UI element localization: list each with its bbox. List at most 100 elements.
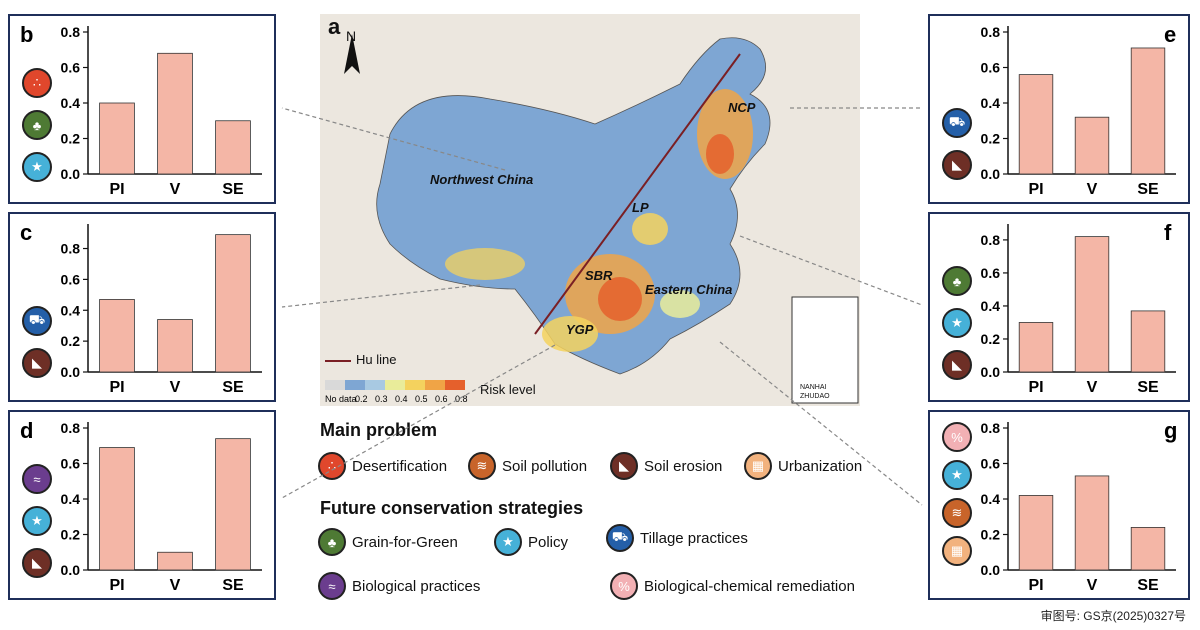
- north-label: N: [346, 28, 357, 44]
- bar-SE: [215, 234, 251, 373]
- panel-b: 0.0 0.2 0.4 0.6 0.8 PI V SE b ∴ ♣ ★: [8, 14, 276, 204]
- policy-icon: ★: [22, 152, 52, 182]
- y-tick-label: 0.4: [981, 298, 1001, 314]
- region-label-eastern: Eastern China: [645, 282, 733, 297]
- bar-SE: [1130, 310, 1166, 373]
- x-tick-label: V: [170, 577, 181, 594]
- tillage-icon: ⛟: [606, 524, 634, 552]
- bar-PI: [1018, 495, 1054, 571]
- bar-chart-c: 0.0 0.2 0.4 0.6 0.8 PI V SE c: [20, 220, 262, 396]
- panel-f: 0.0 0.2 0.4 0.6 0.8 PI V SE f ♣ ★ ◣: [928, 212, 1190, 402]
- region-label-lp: LP: [632, 200, 649, 215]
- risk-map: No data 0.2 0.3 0.4 0.5 0.6 0.8 a N Northwest …: [320, 14, 860, 406]
- x-tick-label: PI: [1028, 577, 1043, 594]
- policy-icon: ★: [942, 460, 972, 490]
- x-tick-label: PI: [109, 181, 124, 198]
- bar-PI: [1018, 322, 1054, 373]
- y-tick-label: 0.0: [981, 562, 1001, 578]
- y-tick-label: 0.0: [61, 562, 81, 578]
- y-tick-label: 0.6: [981, 456, 1001, 472]
- y-tick-label: 0.4: [61, 491, 81, 507]
- approval-number: 审图号: GS京(2025)0327号: [1040, 609, 1186, 623]
- y-tick-label: 0.0: [61, 166, 81, 182]
- legend-soil-pollution-label: Soil pollution: [502, 457, 588, 475]
- legend-soil-pollution: ≋ Soil pollution: [468, 452, 587, 480]
- legend-tillage-label: Tillage practices: [640, 529, 748, 547]
- desertification-icon: ∴: [22, 68, 52, 98]
- bar-PI: [99, 299, 135, 373]
- y-tick-label: 0.4: [981, 95, 1001, 111]
- panel-label-f: f: [1164, 220, 1172, 245]
- y-tick-label: 0.8: [981, 232, 1001, 248]
- scale-swatch: [385, 380, 405, 390]
- x-tick-label: PI: [109, 379, 124, 396]
- bar-chart-f: 0.0 0.2 0.4 0.6 0.8 PI V SE f: [981, 220, 1176, 396]
- panel-e: 0.0 0.2 0.4 0.6 0.8 PI V SE e ⛟ ◣: [928, 14, 1190, 204]
- panel-label-c: c: [20, 220, 32, 245]
- scale-tick-label: 0.4: [395, 394, 408, 404]
- strategies-title: Future conservation strategies: [320, 498, 584, 518]
- region-label-sbr: SBR: [585, 268, 613, 283]
- scale-swatch: [445, 380, 465, 390]
- legend-policy: ★ Policy: [494, 528, 568, 556]
- hu-line-legend-swatch: [325, 360, 351, 362]
- legend-urbanization-label: Urbanization: [778, 457, 863, 475]
- y-tick-label: 0.6: [981, 265, 1001, 281]
- tillage-icon: ⛟: [942, 108, 972, 138]
- panel-c: 0.0 0.2 0.4 0.6 0.8 PI V SE c ⛟ ◣: [8, 212, 276, 402]
- legend-biological-label: Biological practices: [352, 577, 481, 595]
- policy-icon: ★: [494, 528, 522, 556]
- region-label-ncp: NCP: [728, 100, 756, 115]
- legend-soil-erosion: ◣ Soil erosion: [610, 452, 722, 480]
- legend-policy-label: Policy: [528, 533, 569, 551]
- bar-V: [1074, 475, 1110, 571]
- panel-label-e: e: [1164, 22, 1176, 47]
- scale-tick-label: 0.8: [455, 394, 468, 404]
- y-tick-label: 0.2: [981, 131, 1001, 147]
- x-tick-label: PI: [1028, 379, 1043, 396]
- map-panel-label: a: [328, 14, 341, 39]
- legend-desertification: ∴ Desertification: [318, 452, 447, 480]
- scale-swatch: [425, 380, 445, 390]
- bar-V: [1074, 116, 1110, 175]
- y-tick-label: 0.2: [61, 131, 81, 147]
- legend-urbanization: ▦ Urbanization: [744, 452, 862, 480]
- y-tick-label: 0.2: [61, 333, 81, 349]
- x-tick-label: V: [1087, 577, 1098, 594]
- legend-bio-chem: % Biological-chemical remediation: [610, 572, 855, 600]
- soil-pollution-icon: ≋: [468, 452, 496, 480]
- y-tick-label: 0.8: [61, 24, 81, 40]
- panel-label-g: g: [1164, 418, 1177, 443]
- panel-label-b: b: [20, 22, 33, 47]
- x-tick-label: SE: [1137, 379, 1159, 396]
- tibet-hotspot: [445, 248, 525, 280]
- bar-PI: [99, 102, 135, 175]
- grain-for-green-icon: ♣: [318, 528, 346, 556]
- bar-V: [157, 52, 193, 175]
- urbanization-icon: ▦: [942, 536, 972, 566]
- x-tick-label: V: [1087, 181, 1098, 198]
- bio-chem-icon: %: [942, 422, 972, 452]
- bar-chart-b: 0.0 0.2 0.4 0.6 0.8 PI V SE b: [20, 22, 262, 198]
- x-tick-label: SE: [222, 379, 244, 396]
- legend-desertification-label: Desertification: [352, 457, 448, 475]
- main-problem-title: Main problem: [320, 420, 438, 440]
- y-tick-label: 0.6: [981, 60, 1001, 76]
- biological-icon: ≈: [22, 464, 52, 494]
- bar-PI: [99, 447, 135, 571]
- x-tick-label: PI: [109, 577, 124, 594]
- soil-pollution-icon: ≋: [942, 498, 972, 528]
- y-tick-label: 0.8: [61, 241, 81, 257]
- lp-hotspot: [632, 213, 668, 245]
- policy-icon: ★: [22, 506, 52, 536]
- inset-label-2: ZHUDAO: [800, 393, 830, 400]
- legend-soil-erosion-label: Soil erosion: [644, 457, 723, 475]
- bar-V: [157, 551, 193, 571]
- sbr-core: [598, 277, 642, 321]
- scale-tick-label: 0.2: [355, 394, 368, 404]
- y-tick-label: 0.4: [61, 95, 81, 111]
- bar-PI: [1018, 74, 1054, 175]
- panel-g: 0.0 0.2 0.4 0.6 0.8 PI V SE g% ★ ≋ ▦: [928, 410, 1190, 600]
